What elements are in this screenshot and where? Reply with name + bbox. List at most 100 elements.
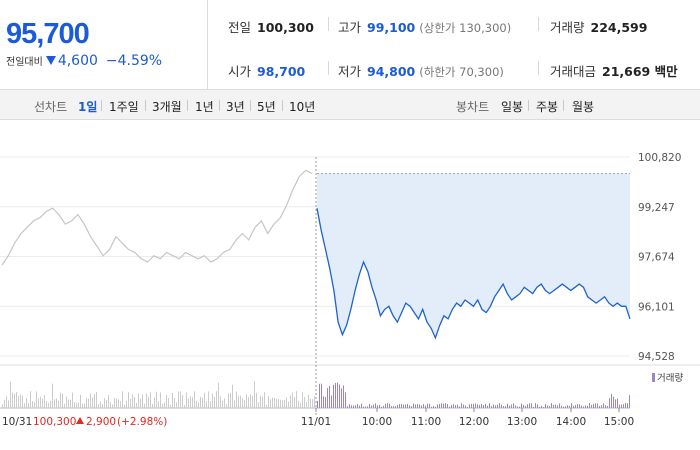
divider (282, 100, 283, 111)
volume-bar (54, 399, 55, 408)
volume-bar (100, 401, 101, 408)
volume-bar (14, 393, 15, 408)
line-chart-label: 선차트 (34, 100, 68, 114)
volume-bar (353, 405, 354, 408)
volume-bar (457, 404, 458, 408)
volume-bar (329, 385, 330, 408)
volume-bar (551, 403, 552, 408)
volume-bar (134, 397, 135, 408)
volume-bar (339, 384, 340, 408)
volume-bar (507, 403, 508, 408)
volume-bar (278, 398, 279, 408)
volume-bar (395, 406, 396, 408)
period-1d-tab[interactable]: 1일 (78, 100, 98, 114)
x-tick-label: 12:00 (459, 416, 489, 428)
volume-bar (337, 382, 338, 408)
period-10y-tab[interactable]: 10년 (289, 100, 316, 114)
volume-bar (519, 406, 520, 408)
volume-bar (130, 398, 131, 408)
volume-bar (317, 400, 318, 408)
period-1w-tab[interactable]: 1주일 (109, 100, 139, 114)
volume-bar (208, 391, 209, 408)
volume-bar (491, 406, 492, 408)
volume-bar (371, 405, 372, 408)
period-3y-tab[interactable]: 3년 (226, 100, 245, 114)
volume-bar (120, 401, 121, 408)
volume-bar (22, 395, 23, 408)
volume-bar (539, 406, 540, 408)
volume-bar (627, 403, 628, 408)
volume-bar (58, 400, 59, 408)
volume-bar (246, 394, 247, 408)
volume-bar (152, 403, 153, 408)
divider (538, 17, 539, 31)
volume-bar (296, 391, 297, 408)
candle-monthly-tab[interactable]: 월봉 (572, 100, 595, 114)
volume-bar (415, 404, 416, 408)
x-tick-label: 11:00 (411, 416, 441, 428)
volume-bar (503, 406, 504, 408)
volume-bar (577, 404, 578, 408)
price-change-row: 전일대비 4,600 −4.59% (6, 53, 162, 69)
period-1y-tab[interactable]: 1년 (195, 100, 214, 114)
volume-bar (597, 403, 598, 408)
prev-day-rate: (+2.98%) (117, 416, 167, 428)
volume-bar (475, 403, 476, 408)
volume-bar (272, 397, 273, 408)
change-label: 전일대비 (6, 57, 43, 68)
volume-bar (437, 404, 438, 408)
volume-bar (405, 404, 406, 408)
volume-bar (60, 392, 61, 408)
volume-bar (50, 400, 51, 408)
volume-bar (114, 398, 115, 408)
volume-bar (154, 397, 155, 408)
volume-bar (425, 405, 426, 408)
volume-bar (144, 403, 145, 408)
volume-bar (204, 392, 205, 408)
period-3m-tab[interactable]: 3개월 (152, 100, 182, 114)
volume-bar (220, 396, 221, 408)
volume-bar (180, 391, 181, 408)
volume-bar (202, 397, 203, 408)
volume-bar (170, 404, 171, 408)
volume-bar (583, 406, 584, 408)
volume-bar (421, 405, 422, 408)
candle-weekly-tab[interactable]: 주봉 (536, 100, 559, 114)
volume-bar (439, 404, 440, 408)
volume-bar (355, 405, 356, 408)
volume-bar (108, 394, 109, 408)
divider (528, 100, 529, 111)
volume-bar (365, 406, 366, 408)
volume-bar (4, 399, 5, 408)
volume-bar (343, 385, 344, 408)
volume-bar (453, 404, 454, 408)
volume-bar (52, 383, 53, 408)
volume-legend-label: 거래량 (657, 372, 683, 384)
volume-bar (445, 403, 446, 408)
volume-bar (158, 401, 159, 408)
volume-bar (112, 404, 113, 408)
price-chart[interactable]: 100,820 99,247 97,674 96,101 94,528 거래량 11/01 1… (0, 120, 700, 450)
volume-bar (523, 404, 524, 408)
candle-daily-tab[interactable]: 일봉 (501, 100, 524, 114)
volume-bar (32, 401, 33, 408)
volume-bar (188, 398, 189, 408)
chart-toolbar: 선차트 1일 1주일 3개월 1년 3년 5년 10년 봉차트 일봉 주봉 월봉 (0, 90, 700, 120)
volume-bar (264, 392, 265, 408)
volume-bar (256, 392, 257, 408)
volume-bar (555, 404, 556, 408)
volume-bar (433, 406, 434, 408)
volume-bar (310, 398, 311, 408)
volume-bar (589, 403, 590, 408)
volume-bar (140, 398, 141, 408)
volume-bar (270, 399, 271, 408)
volume-bar (549, 406, 550, 408)
volume-bar (629, 395, 630, 408)
volume-bar (62, 393, 63, 408)
lower-limit: (하한가 70,300) (419, 65, 504, 79)
volume-bar (34, 402, 35, 408)
volume-bar (88, 398, 89, 408)
period-5y-tab[interactable]: 5년 (257, 100, 276, 114)
volume-bar (164, 402, 165, 408)
volume-legend-swatch (652, 373, 655, 382)
